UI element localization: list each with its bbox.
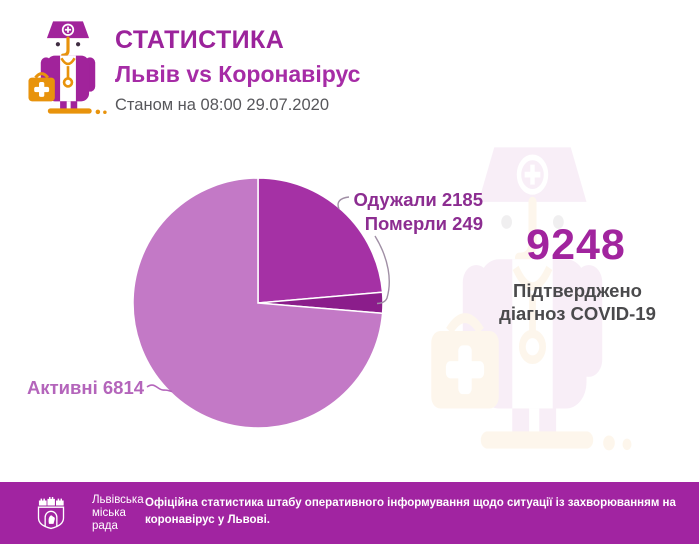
page-subtitle: Львів vs Коронавірус (115, 61, 361, 87)
page-title: СТАТИСТИКА (115, 26, 285, 54)
label-recovered: Одужали 2185 (353, 189, 483, 210)
footer-bar: Львівська міська рада Офіційна статистик… (0, 482, 699, 544)
as-of-timestamp: Станом на 08:00 29.07.2020 (115, 96, 330, 114)
footer-logo-text: Львівська міська рада (92, 494, 144, 532)
footer-official-note: Офіційна статистика штабу оперативного і… (145, 497, 676, 526)
lviv-city-council-crest-icon (36, 495, 66, 531)
total-confirmed-value: 9248 (526, 221, 626, 269)
pie-chart (132, 177, 384, 429)
doctor-icon (24, 17, 112, 118)
total-confirmed-caption: Підтверджено діагноз COVID-19 (499, 280, 656, 324)
label-active: Активні 6814 (27, 377, 145, 398)
label-died: Померли 249 (364, 213, 483, 234)
